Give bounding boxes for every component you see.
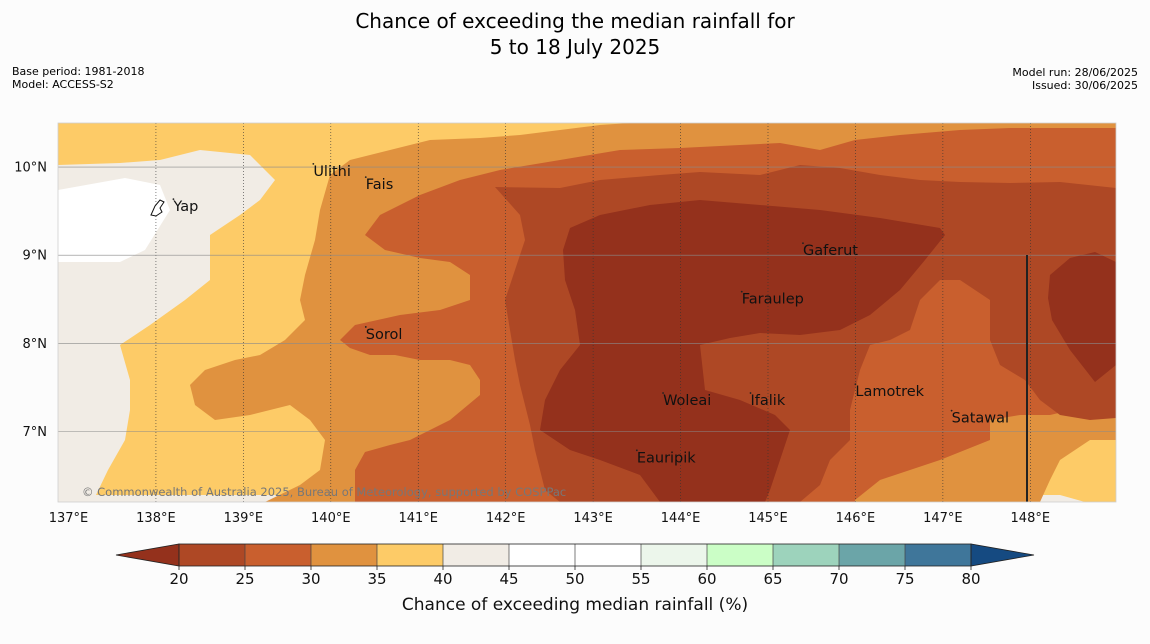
model-text: Model: ACCESS-S2 bbox=[12, 78, 114, 91]
colorbar-tick-label: 80 bbox=[961, 570, 980, 588]
lon-tick-label: 148°E bbox=[1011, 511, 1051, 526]
island-marker bbox=[749, 392, 752, 394]
colorbar-segment bbox=[245, 544, 311, 566]
lon-tick-label: 140°E bbox=[311, 511, 351, 526]
place-labels: Ulithi Fais Yap Gaferut Faraulep Sorol Lamotre… bbox=[172, 162, 1009, 466]
colorbar-tick-label: 25 bbox=[235, 570, 254, 588]
lon-tick-label: 143°E bbox=[573, 511, 613, 526]
colorbar-tick-label: 35 bbox=[367, 570, 386, 588]
place-label-ifalik: Ifalik bbox=[751, 393, 786, 409]
place-label-ulithi: Ulithi bbox=[313, 164, 351, 180]
place-label-sorol: Sorol bbox=[366, 327, 403, 343]
lon-tick-label: 142°E bbox=[486, 511, 526, 526]
colorbar-segment bbox=[311, 544, 377, 566]
lon-tick-label: 141°E bbox=[398, 511, 438, 526]
longitude-tick-labels: 137°E 138°E 139°E 140°E 141°E 142°E 143°E 144°E… bbox=[49, 511, 1050, 526]
lat-tick-label: 10°N bbox=[14, 161, 47, 176]
lon-tick-label: 138°E bbox=[136, 511, 176, 526]
colorbar-tick-label: 70 bbox=[829, 570, 848, 588]
colorbar-segment bbox=[905, 544, 971, 566]
meta-left: Base period: 1981-2018 Model: ACCESS-S2 bbox=[12, 65, 144, 91]
graticule bbox=[58, 123, 1116, 502]
colorbar-segment bbox=[773, 544, 839, 566]
title-line-1: Chance of exceeding the median rainfall … bbox=[355, 9, 795, 33]
contour-layer bbox=[58, 123, 1116, 502]
colorbar-tick-label: 65 bbox=[763, 570, 782, 588]
colorbar-segment bbox=[509, 544, 575, 566]
colorbar-segment bbox=[179, 544, 245, 566]
colorbar-segment bbox=[641, 544, 707, 566]
base-period-text: Base period: 1981-2018 bbox=[12, 65, 145, 78]
colorbar-over-arrow bbox=[970, 543, 1035, 567]
colorbar-tick-label: 20 bbox=[169, 570, 188, 588]
island-marker bbox=[312, 162, 315, 165]
island-marker bbox=[950, 409, 953, 412]
lon-tick-label: 146°E bbox=[836, 511, 876, 526]
colorbar-segment bbox=[575, 544, 641, 566]
colorbar-under-arrow bbox=[115, 543, 180, 567]
colorbar-tick-label: 75 bbox=[895, 570, 914, 588]
island-marker bbox=[172, 198, 175, 201]
place-label-eauripik: Eauripik bbox=[637, 450, 696, 466]
latitude-tick-labels: 10°N 9°N 8°N 7°N bbox=[14, 161, 47, 440]
colorbar-tick-label: 30 bbox=[301, 570, 320, 588]
colorbar-segment bbox=[443, 544, 509, 566]
colorbar-label: Chance of exceeding median rainfall (%) bbox=[402, 595, 748, 615]
island-marker bbox=[740, 290, 743, 293]
colorbar-tick-label: 50 bbox=[565, 570, 584, 588]
colorbar-segment bbox=[839, 544, 905, 566]
colorbar: 20 25 30 35 40 45 50 55 60 65 70 75 80 bbox=[115, 543, 1035, 588]
colorbar-tick-label: 45 bbox=[499, 570, 518, 588]
island-marker bbox=[854, 383, 857, 386]
place-label-fais: Fais bbox=[366, 177, 393, 193]
colorbar-segment bbox=[377, 544, 443, 566]
lon-tick-label: 147°E bbox=[923, 511, 963, 526]
island-marker bbox=[364, 326, 367, 328]
copyright-text: © Commonwealth of Australia 2025, Bureau… bbox=[82, 485, 566, 499]
lon-tick-label: 145°E bbox=[748, 511, 788, 526]
yap-island-shape bbox=[150, 199, 165, 217]
place-label-satawal: Satawal bbox=[952, 411, 1009, 427]
colorbar-segment bbox=[707, 544, 773, 566]
title-line-2: 5 to 18 July 2025 bbox=[489, 35, 661, 59]
band-below-20 bbox=[540, 200, 1116, 502]
island-marker bbox=[662, 392, 664, 394]
colorbar-tick-label: 55 bbox=[631, 570, 650, 588]
island-marker bbox=[364, 176, 367, 179]
issued-text: Issued: 30/06/2025 bbox=[1031, 79, 1138, 92]
lat-tick-label: 9°N bbox=[23, 249, 48, 264]
island-marker bbox=[635, 449, 638, 452]
model-run-text: Model run: 28/06/2025 bbox=[1012, 66, 1138, 79]
place-label-yap: Yap bbox=[172, 199, 198, 215]
lon-tick-label: 137°E bbox=[49, 511, 89, 526]
place-label-faraulep: Faraulep bbox=[742, 292, 804, 308]
island-marker bbox=[802, 242, 804, 245]
map-title: Chance of exceeding the median rainfall … bbox=[0, 8, 1150, 60]
place-label-woleai: Woleai bbox=[663, 393, 711, 409]
lon-tick-label: 139°E bbox=[224, 511, 264, 526]
map-frame bbox=[57, 122, 1117, 503]
place-label-lamotrek: Lamotrek bbox=[855, 384, 924, 400]
colorbar-tick-label: 40 bbox=[433, 570, 452, 588]
lon-tick-label: 144°E bbox=[661, 511, 701, 526]
place-label-gaferut: Gaferut bbox=[803, 243, 858, 259]
lat-tick-label: 7°N bbox=[23, 425, 48, 440]
meta-right: Model run: 28/06/2025 Issued: 30/06/2025 bbox=[1012, 66, 1138, 92]
lat-tick-label: 8°N bbox=[23, 337, 48, 352]
colorbar-tick-label: 60 bbox=[697, 570, 716, 588]
